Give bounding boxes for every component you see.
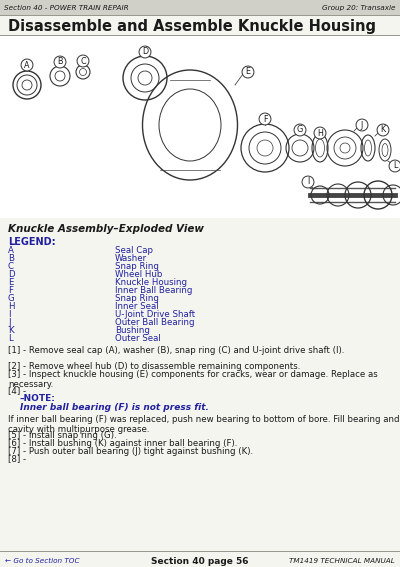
Text: TM1419 TECHNICAL MANUAL: TM1419 TECHNICAL MANUAL: [289, 558, 395, 564]
Text: B: B: [57, 57, 63, 66]
Text: D: D: [142, 48, 148, 57]
Text: Outer Ball Bearing: Outer Ball Bearing: [115, 318, 194, 327]
Text: Outer Seal: Outer Seal: [115, 334, 161, 343]
Text: If inner ball bearing (F) was replaced, push new bearing to bottom of bore. Fill: If inner ball bearing (F) was replaced, …: [8, 414, 400, 434]
Text: L: L: [8, 334, 13, 343]
Text: Snap Ring: Snap Ring: [115, 262, 159, 271]
Text: C: C: [8, 262, 14, 271]
Text: [6] - Install bushing (K) against inner ball bearing (F).: [6] - Install bushing (K) against inner …: [8, 438, 237, 447]
Text: [8] -: [8] -: [8, 455, 26, 463]
Text: G: G: [8, 294, 15, 303]
Text: K: K: [380, 125, 386, 134]
Bar: [0, 15, 400, 16]
Text: J: J: [361, 121, 363, 129]
Text: E: E: [8, 278, 14, 287]
Text: K: K: [8, 326, 14, 335]
Bar: [0, 0, 400, 16]
Text: [7] - Push outer ball bearing (J) tight against bushing (K).: [7] - Push outer ball bearing (J) tight …: [8, 446, 253, 455]
Text: Inner ball bearing (F) is not press fit.: Inner ball bearing (F) is not press fit.: [20, 403, 209, 412]
Text: J: J: [8, 318, 10, 327]
Text: U-Joint Drive Shaft: U-Joint Drive Shaft: [115, 310, 195, 319]
Text: Washer: Washer: [115, 254, 147, 263]
Text: Section 40 page 56: Section 40 page 56: [151, 556, 249, 565]
Text: E: E: [246, 67, 250, 77]
Bar: [0, 36, 400, 218]
Text: A: A: [24, 61, 30, 70]
Text: ← Go to Section TOC: ← Go to Section TOC: [5, 558, 80, 564]
Text: A: A: [8, 246, 14, 255]
Text: LEGEND:: LEGEND:: [8, 237, 56, 247]
Text: [5] - Install snap ring (G).: [5] - Install snap ring (G).: [8, 430, 117, 439]
Text: –NOTE:: –NOTE:: [20, 394, 56, 403]
Text: D: D: [8, 270, 15, 279]
Text: F: F: [8, 286, 13, 295]
Text: I: I: [307, 177, 309, 187]
Text: Section 40 - POWER TRAIN REPAIR: Section 40 - POWER TRAIN REPAIR: [4, 5, 129, 11]
Text: I: I: [8, 310, 10, 319]
Text: H: H: [8, 302, 14, 311]
Text: G: G: [297, 125, 303, 134]
Bar: [0, 551, 400, 552]
Text: Seal Cap: Seal Cap: [115, 246, 153, 255]
Text: C: C: [80, 57, 86, 66]
Text: Bushing: Bushing: [115, 326, 150, 335]
Text: [4] -: [4] -: [8, 386, 26, 395]
Text: Wheel Hub: Wheel Hub: [115, 270, 162, 279]
Text: [1] - Remove seal cap (A), washer (B), snap ring (C) and U-joint drive shaft (I): [1] - Remove seal cap (A), washer (B), s…: [8, 346, 344, 355]
Bar: [0, 35, 400, 36]
Text: B: B: [8, 254, 14, 263]
Text: Snap Ring: Snap Ring: [115, 294, 159, 303]
Text: Inner Seal: Inner Seal: [115, 302, 159, 311]
Text: H: H: [317, 129, 323, 138]
Text: Inner Ball Bearing: Inner Ball Bearing: [115, 286, 192, 295]
Text: [2] - Remove wheel hub (D) to disassemble remaining components.: [2] - Remove wheel hub (D) to disassembl…: [8, 362, 300, 371]
Text: Knuckle Assembly–Exploded View: Knuckle Assembly–Exploded View: [8, 224, 204, 234]
Text: [3] - Inspect knuckle housing (E) components for cracks, wear or damage. Replace: [3] - Inspect knuckle housing (E) compon…: [8, 370, 378, 390]
Text: F: F: [263, 115, 267, 124]
Text: Knuckle Housing: Knuckle Housing: [115, 278, 187, 287]
Text: L: L: [393, 162, 397, 171]
Text: Disassemble and Assemble Knuckle Housing: Disassemble and Assemble Knuckle Housing: [8, 19, 376, 34]
Text: Group 20: Transaxle: Group 20: Transaxle: [322, 5, 396, 11]
